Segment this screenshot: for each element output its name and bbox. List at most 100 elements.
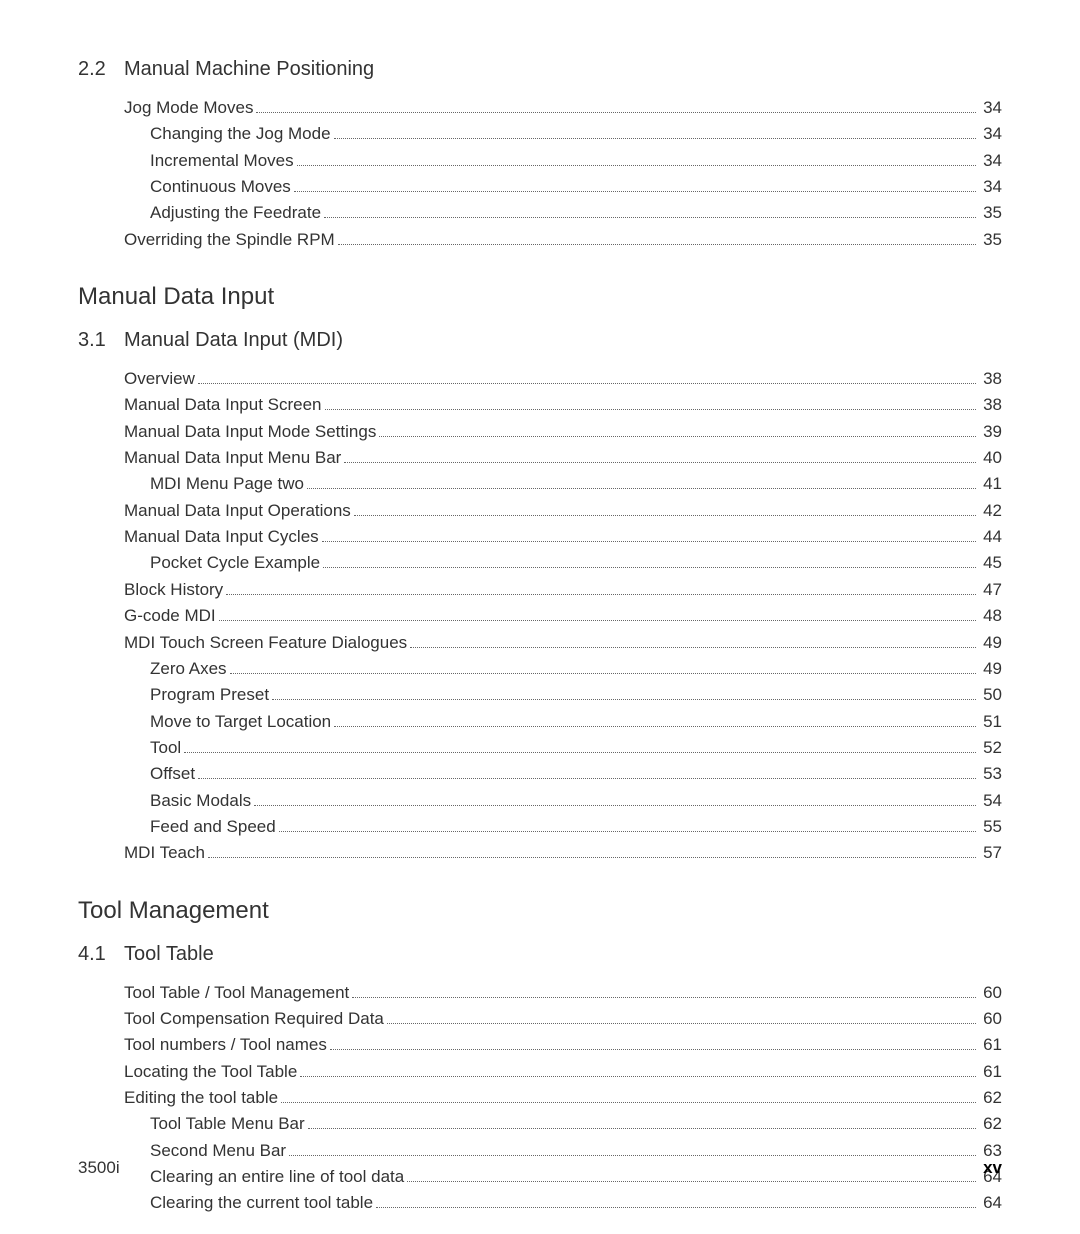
toc-entry-page: 42 bbox=[979, 498, 1002, 524]
toc-entry-page: 34 bbox=[979, 174, 1002, 200]
toc-entry-page: 53 bbox=[979, 761, 1002, 787]
toc-entry-title: MDI Menu Page two bbox=[150, 471, 304, 497]
toc-leader bbox=[281, 1102, 976, 1103]
section-heading: 3.1Manual Data Input (MDI) bbox=[78, 329, 1002, 352]
toc-leader bbox=[184, 752, 976, 753]
toc-leader bbox=[325, 409, 977, 410]
toc-entry: MDI Touch Screen Feature Dialogues 49 bbox=[124, 630, 1002, 656]
toc-entry-title: Clearing the current tool table bbox=[150, 1190, 373, 1216]
toc-entry-title: Incremental Moves bbox=[150, 148, 294, 174]
toc-leader bbox=[323, 567, 976, 568]
toc-entry-page: 35 bbox=[979, 200, 1002, 226]
toc-entry: Manual Data Input Cycles 44 bbox=[124, 524, 1002, 550]
toc-entry-title: MDI Touch Screen Feature Dialogues bbox=[124, 630, 407, 656]
section-number: 2.2 bbox=[78, 58, 124, 81]
toc-entry: Tool Table / Tool Management 60 bbox=[124, 980, 1002, 1006]
toc-entry-title: Manual Data Input Mode Settings bbox=[124, 419, 376, 445]
toc-entry-page: 34 bbox=[979, 121, 1002, 147]
toc-entry-title: Move to Target Location bbox=[150, 709, 331, 735]
toc-entry-title: Pocket Cycle Example bbox=[150, 550, 320, 576]
toc-leader bbox=[379, 436, 976, 437]
toc-entry-page: 60 bbox=[979, 1006, 1002, 1032]
toc-entry-page: 61 bbox=[979, 1059, 1002, 1085]
toc-entry: Clearing the current tool table 64 bbox=[124, 1190, 1002, 1216]
toc-entry: Feed and Speed 55 bbox=[124, 814, 1002, 840]
toc-entry-page: 34 bbox=[979, 95, 1002, 121]
toc-entry-page: 49 bbox=[979, 630, 1002, 656]
toc-entry-page: 48 bbox=[979, 603, 1002, 629]
toc-leader bbox=[300, 1076, 976, 1077]
toc-leader bbox=[410, 647, 976, 648]
toc-entry: Tool Table Menu Bar 62 bbox=[124, 1111, 1002, 1137]
toc-entry-page: 51 bbox=[979, 709, 1002, 735]
toc-leader bbox=[330, 1049, 976, 1050]
toc-entry: Locating the Tool Table 61 bbox=[124, 1059, 1002, 1085]
toc-entry-title: Manual Data Input Menu Bar bbox=[124, 445, 341, 471]
toc-entry-page: 52 bbox=[979, 735, 1002, 761]
toc-leader bbox=[334, 138, 977, 139]
toc-leader bbox=[354, 515, 976, 516]
toc-entry-page: 54 bbox=[979, 788, 1002, 814]
toc-leader bbox=[289, 1155, 976, 1156]
toc-entry-page: 41 bbox=[979, 471, 1002, 497]
section-title: Manual Machine Positioning bbox=[124, 58, 374, 81]
toc-entry: Block History 47 bbox=[124, 577, 1002, 603]
toc-entry: Tool 52 bbox=[124, 735, 1002, 761]
toc-entry: Basic Modals 54 bbox=[124, 788, 1002, 814]
toc-entry-page: 57 bbox=[979, 840, 1002, 866]
toc-leader bbox=[256, 112, 976, 113]
toc-entry-title: MDI Teach bbox=[124, 840, 205, 866]
section-number: 4.1 bbox=[78, 943, 124, 966]
toc-entry: Move to Target Location 51 bbox=[124, 709, 1002, 735]
toc-leader bbox=[279, 831, 976, 832]
toc-entry: Manual Data Input Screen 38 bbox=[124, 392, 1002, 418]
toc-entry: Continuous Moves 34 bbox=[124, 174, 1002, 200]
toc-leader bbox=[272, 699, 976, 700]
toc-entry: Incremental Moves 34 bbox=[124, 148, 1002, 174]
toc-entry-title: Changing the Jog Mode bbox=[150, 121, 331, 147]
chapter-heading: Manual Data Input bbox=[78, 283, 1002, 311]
toc-entry-page: 64 bbox=[979, 1190, 1002, 1216]
section-heading: 4.1Tool Table bbox=[78, 943, 1002, 966]
toc-leader bbox=[226, 594, 976, 595]
toc-leader bbox=[230, 673, 977, 674]
toc-entry-title: Tool bbox=[150, 735, 181, 761]
toc-entry-page: 55 bbox=[979, 814, 1002, 840]
toc-entry-page: 38 bbox=[979, 366, 1002, 392]
toc-leader bbox=[219, 620, 976, 621]
toc-entry-title: Offset bbox=[150, 761, 195, 787]
toc-entry-page: 50 bbox=[979, 682, 1002, 708]
toc-block: Overview 38Manual Data Input Screen 38Ma… bbox=[124, 366, 1002, 867]
toc-entry-page: 34 bbox=[979, 148, 1002, 174]
toc-entry-page: 44 bbox=[979, 524, 1002, 550]
toc-entry-page: 62 bbox=[979, 1085, 1002, 1111]
toc-entry-title: Block History bbox=[124, 577, 223, 603]
section-title: Tool Table bbox=[124, 943, 214, 966]
toc-block: Jog Mode Moves 34Changing the Jog Mode 3… bbox=[124, 95, 1002, 253]
toc-leader bbox=[254, 805, 976, 806]
toc-entry: Pocket Cycle Example 45 bbox=[124, 550, 1002, 576]
toc-entry-page: 38 bbox=[979, 392, 1002, 418]
toc-entry-title: Manual Data Input Cycles bbox=[124, 524, 319, 550]
toc-entry-title: Tool numbers / Tool names bbox=[124, 1032, 327, 1058]
toc-entry-page: 60 bbox=[979, 980, 1002, 1006]
toc-entry: Overview 38 bbox=[124, 366, 1002, 392]
toc-entry-title: Tool Table Menu Bar bbox=[150, 1111, 305, 1137]
toc-leader bbox=[324, 217, 976, 218]
toc-entry-title: Overriding the Spindle RPM bbox=[124, 227, 335, 253]
toc-entry-page: 40 bbox=[979, 445, 1002, 471]
toc-leader bbox=[294, 191, 976, 192]
toc-entry: Tool Compensation Required Data 60 bbox=[124, 1006, 1002, 1032]
page-footer: 3500i xv bbox=[78, 1158, 1002, 1178]
toc-content: 2.2Manual Machine PositioningJog Mode Mo… bbox=[78, 58, 1002, 1217]
toc-entry-title: Tool Compensation Required Data bbox=[124, 1006, 384, 1032]
toc-entry: MDI Teach 57 bbox=[124, 840, 1002, 866]
toc-entry-title: Editing the tool table bbox=[124, 1085, 278, 1111]
toc-entry: Changing the Jog Mode 34 bbox=[124, 121, 1002, 147]
section-heading: 2.2Manual Machine Positioning bbox=[78, 58, 1002, 81]
toc-entry-page: 35 bbox=[979, 227, 1002, 253]
toc-entry-page: 49 bbox=[979, 656, 1002, 682]
toc-entry: G-code MDI 48 bbox=[124, 603, 1002, 629]
toc-entry: Manual Data Input Menu Bar 40 bbox=[124, 445, 1002, 471]
toc-leader bbox=[344, 462, 976, 463]
